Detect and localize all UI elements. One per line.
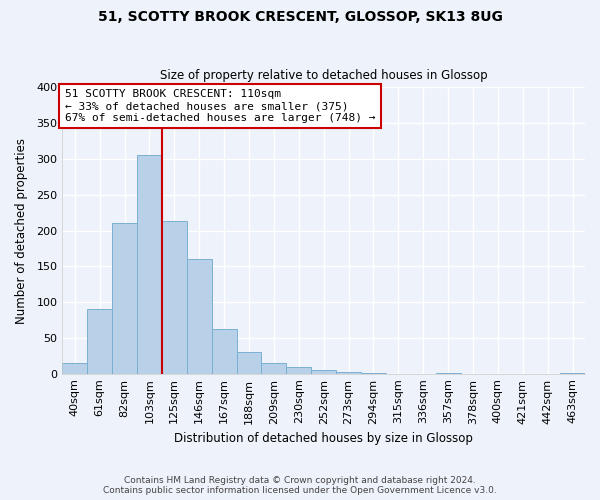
Bar [187,259,212,374]
Bar [137,156,162,374]
Bar [361,373,386,374]
Title: Size of property relative to detached houses in Glossop: Size of property relative to detached ho… [160,69,487,82]
Text: Contains HM Land Registry data © Crown copyright and database right 2024.
Contai: Contains HM Land Registry data © Crown c… [103,476,497,495]
Y-axis label: Number of detached properties: Number of detached properties [15,138,28,324]
Bar [560,373,585,374]
Text: 51 SCOTTY BROOK CRESCENT: 110sqm
← 33% of detached houses are smaller (375)
67% : 51 SCOTTY BROOK CRESCENT: 110sqm ← 33% o… [65,90,376,122]
Bar [262,363,286,374]
Bar [236,352,262,374]
Bar [62,363,87,374]
X-axis label: Distribution of detached houses by size in Glossop: Distribution of detached houses by size … [174,432,473,445]
Bar [112,224,137,374]
Text: 51, SCOTTY BROOK CRESCENT, GLOSSOP, SK13 8UG: 51, SCOTTY BROOK CRESCENT, GLOSSOP, SK13… [98,10,502,24]
Bar [311,370,336,374]
Bar [336,372,361,374]
Bar [162,221,187,374]
Bar [436,373,461,374]
Bar [87,310,112,374]
Bar [212,328,236,374]
Bar [286,367,311,374]
